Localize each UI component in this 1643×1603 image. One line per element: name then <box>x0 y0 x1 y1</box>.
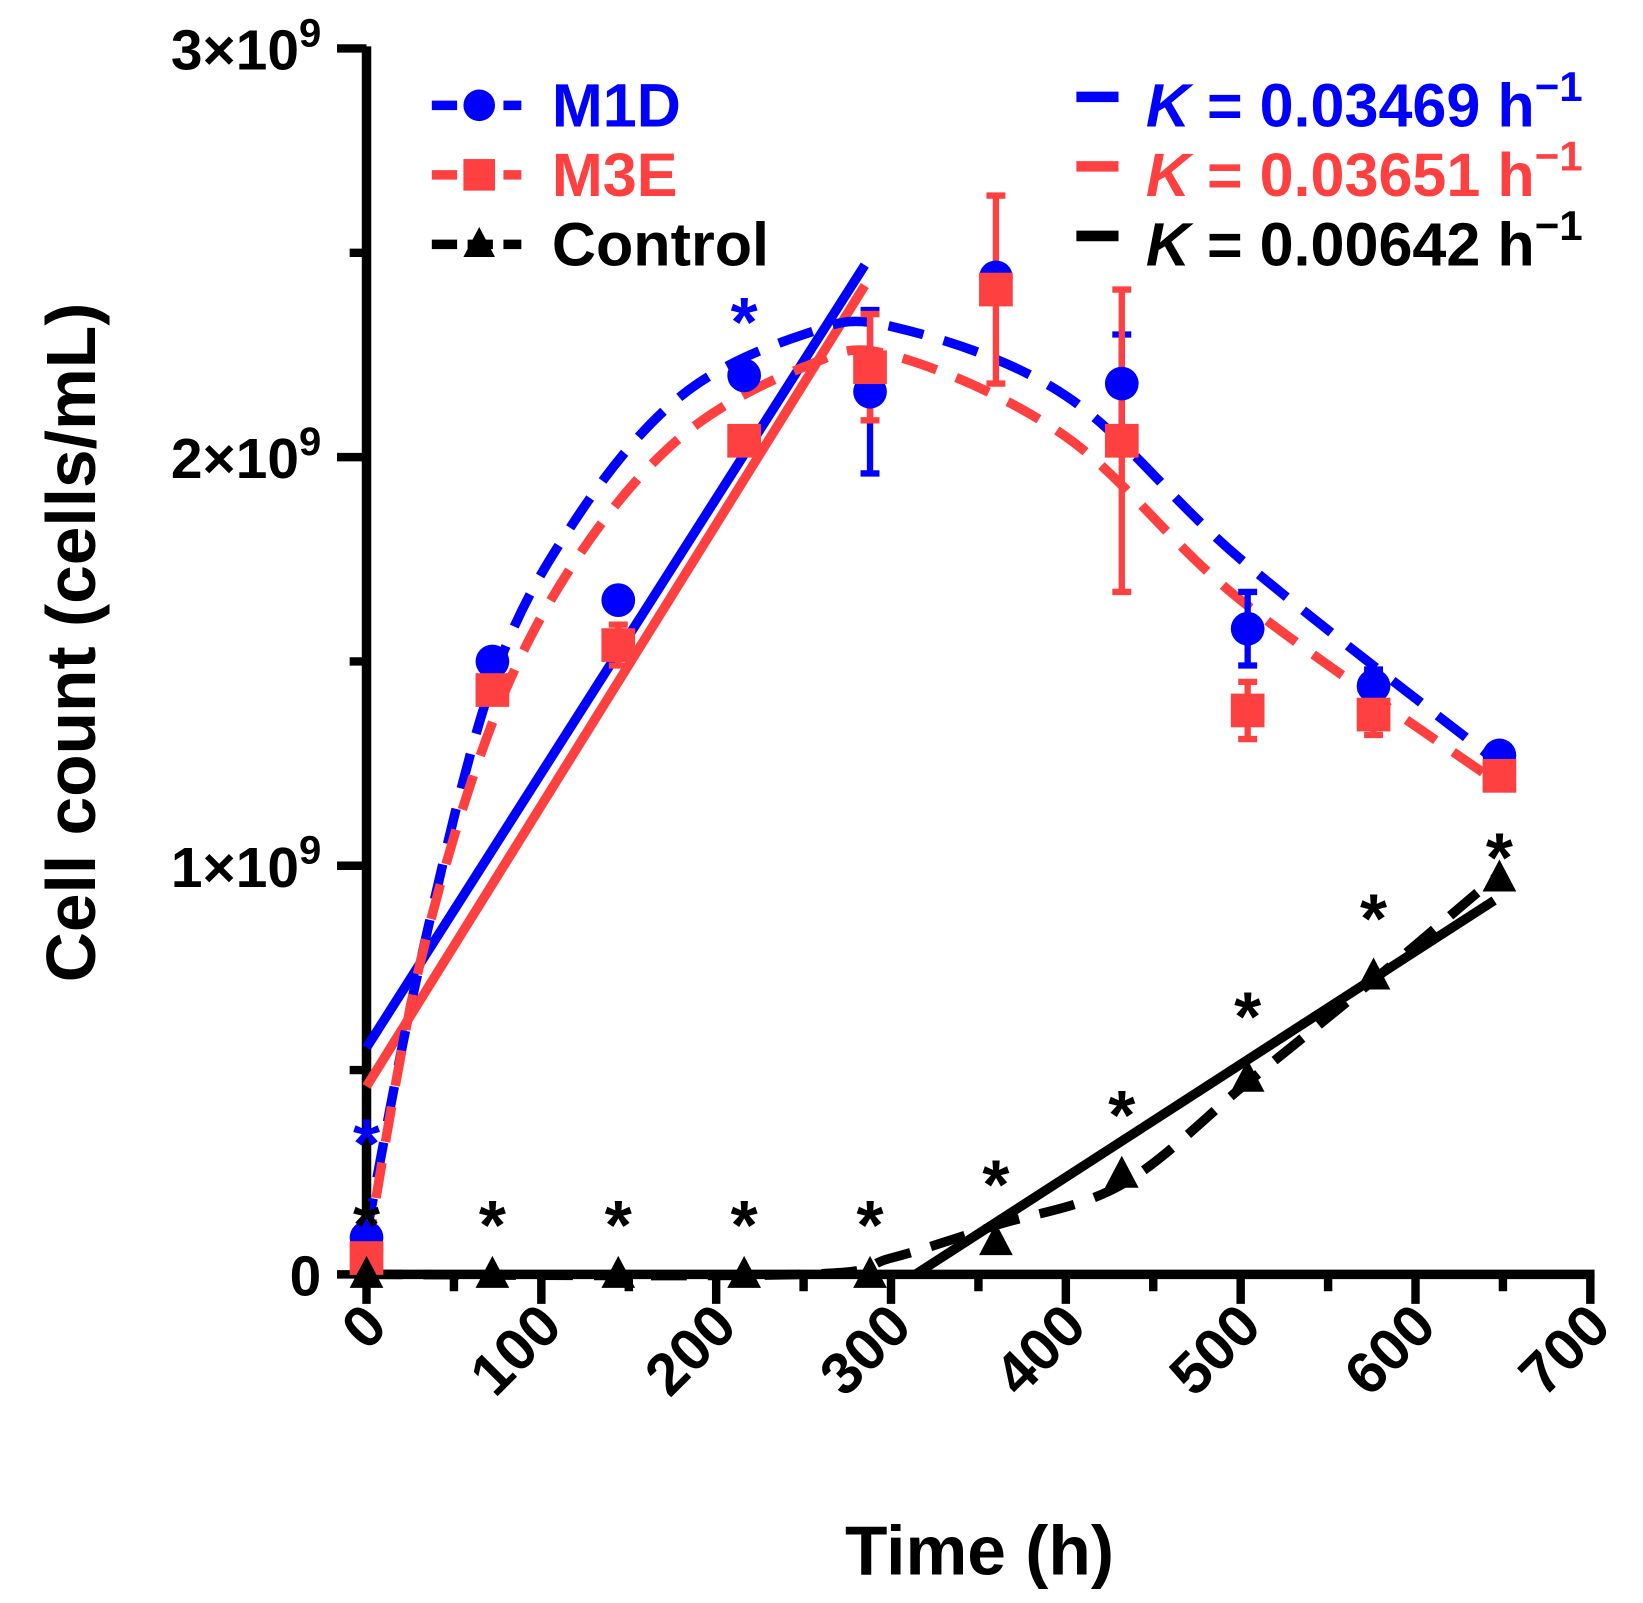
control-significance-asterisk: * <box>982 1145 1009 1223</box>
x-tick-label: 700 <box>1507 1292 1623 1408</box>
m3e-data-point <box>727 423 762 458</box>
legend: M1D K = 0.03469 h−1 M3E K = 0.03651 h−1 Cont… <box>431 63 1583 278</box>
m1d-data-point <box>601 583 636 617</box>
x-tick-label: 200 <box>633 1292 749 1408</box>
data-markers <box>349 260 1517 1288</box>
m1d-data-point <box>727 358 762 393</box>
control-significance-asterisk: * <box>605 1186 632 1264</box>
m1d-significance-asterisk: * <box>353 1104 380 1182</box>
m3e-data-point <box>979 272 1013 307</box>
m3e-data-point <box>853 350 887 385</box>
control-significance-asterisk: * <box>1486 818 1513 896</box>
x-tick-label: 400 <box>983 1292 1099 1408</box>
fit-lines <box>362 262 1497 1279</box>
control-data-point <box>1356 957 1391 990</box>
m1d-data-point <box>1104 366 1139 401</box>
x-tick-label: 500 <box>1158 1292 1274 1408</box>
control-data-point <box>1482 859 1517 892</box>
m1d-trend-line <box>361 316 1503 1235</box>
m3e-data-point <box>475 673 510 707</box>
x-tick-label: 600 <box>1332 1292 1448 1408</box>
x-tick-label: 100 <box>458 1292 574 1408</box>
m3e-trend-line <box>361 345 1503 1255</box>
y-tick-label: 2×109 <box>171 420 321 491</box>
control-trend-line <box>366 870 1503 1281</box>
control-data-point <box>349 1255 384 1288</box>
m1d-data-point <box>1356 669 1391 703</box>
m3e-data-point <box>1230 693 1265 728</box>
control-significance-asterisk: * <box>1360 880 1387 958</box>
m3e-data-point <box>1356 697 1391 732</box>
legend-m3e-label: M3E <box>552 141 678 209</box>
legend-m1d-label: M1D <box>552 71 681 139</box>
legend-m3e-fit-label: K = 0.03651 h−1 <box>1146 133 1583 209</box>
legend-control-marker <box>463 226 496 257</box>
y-tick-label: 0 <box>290 1245 322 1308</box>
control-data-point <box>475 1255 510 1288</box>
x-tick-label: 300 <box>808 1292 924 1408</box>
significance-marks: *** * * * ****** <box>353 283 1513 1264</box>
x-axis-label: Time (h) <box>845 1512 1114 1590</box>
control-data-point <box>979 1223 1013 1256</box>
y-tick-label: 1×109 <box>171 829 321 900</box>
m3e-data-point <box>601 628 636 662</box>
m3e-data-point <box>1482 758 1517 793</box>
m1d-significance-asterisk: * <box>731 283 758 361</box>
m3e-fit-line <box>362 282 869 1089</box>
legend-m1d-fit-label: K = 0.03469 h−1 <box>1146 63 1583 139</box>
legend-m1d-marker <box>463 89 496 122</box>
control-significance-asterisk: * <box>479 1186 506 1264</box>
legend-control-fit-label: K = 0.00642 h−1 <box>1146 202 1583 278</box>
control-data-point <box>1230 1059 1265 1092</box>
m1d-data-point <box>1230 611 1265 646</box>
legend-control-label: Control <box>552 210 769 278</box>
control-data-point <box>727 1255 762 1288</box>
control-data-point <box>853 1255 887 1288</box>
control-significance-asterisk: * <box>857 1186 884 1264</box>
trend-lines <box>361 316 1503 1281</box>
m3e-data-point <box>1104 423 1139 458</box>
control-data-point <box>1104 1155 1139 1188</box>
m1d-data-point <box>475 644 510 679</box>
control-significance-asterisk: * <box>1234 978 1261 1056</box>
legend-m3e-marker <box>463 159 496 191</box>
control-significance-asterisk: * <box>731 1186 758 1264</box>
control-significance-asterisk: * <box>353 1186 380 1264</box>
y-axis-label: Cell count (cells/mL) <box>32 303 110 983</box>
y-tick-label: 3×109 <box>171 11 321 82</box>
control-data-point <box>601 1255 636 1288</box>
control-significance-asterisk: * <box>1108 1076 1135 1154</box>
control-fit-line <box>912 896 1497 1279</box>
